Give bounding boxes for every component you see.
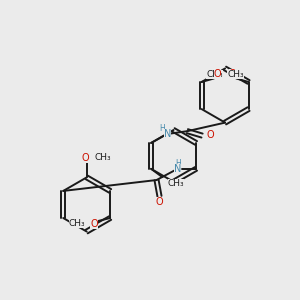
Text: CH₃: CH₃	[206, 70, 223, 79]
Text: O: O	[90, 219, 98, 229]
Text: CH₃: CH₃	[95, 153, 112, 162]
Text: O: O	[206, 130, 214, 140]
Text: N: N	[174, 164, 182, 174]
Text: CH₃: CH₃	[168, 178, 184, 188]
Text: O: O	[156, 196, 163, 206]
Text: H: H	[175, 159, 181, 168]
Text: CH₃: CH₃	[227, 70, 244, 79]
Text: O: O	[81, 153, 89, 163]
Text: O: O	[214, 69, 221, 79]
Text: H: H	[159, 124, 165, 133]
Text: O: O	[229, 69, 236, 79]
Text: N: N	[164, 129, 171, 139]
Text: CH₃: CH₃	[68, 219, 85, 228]
